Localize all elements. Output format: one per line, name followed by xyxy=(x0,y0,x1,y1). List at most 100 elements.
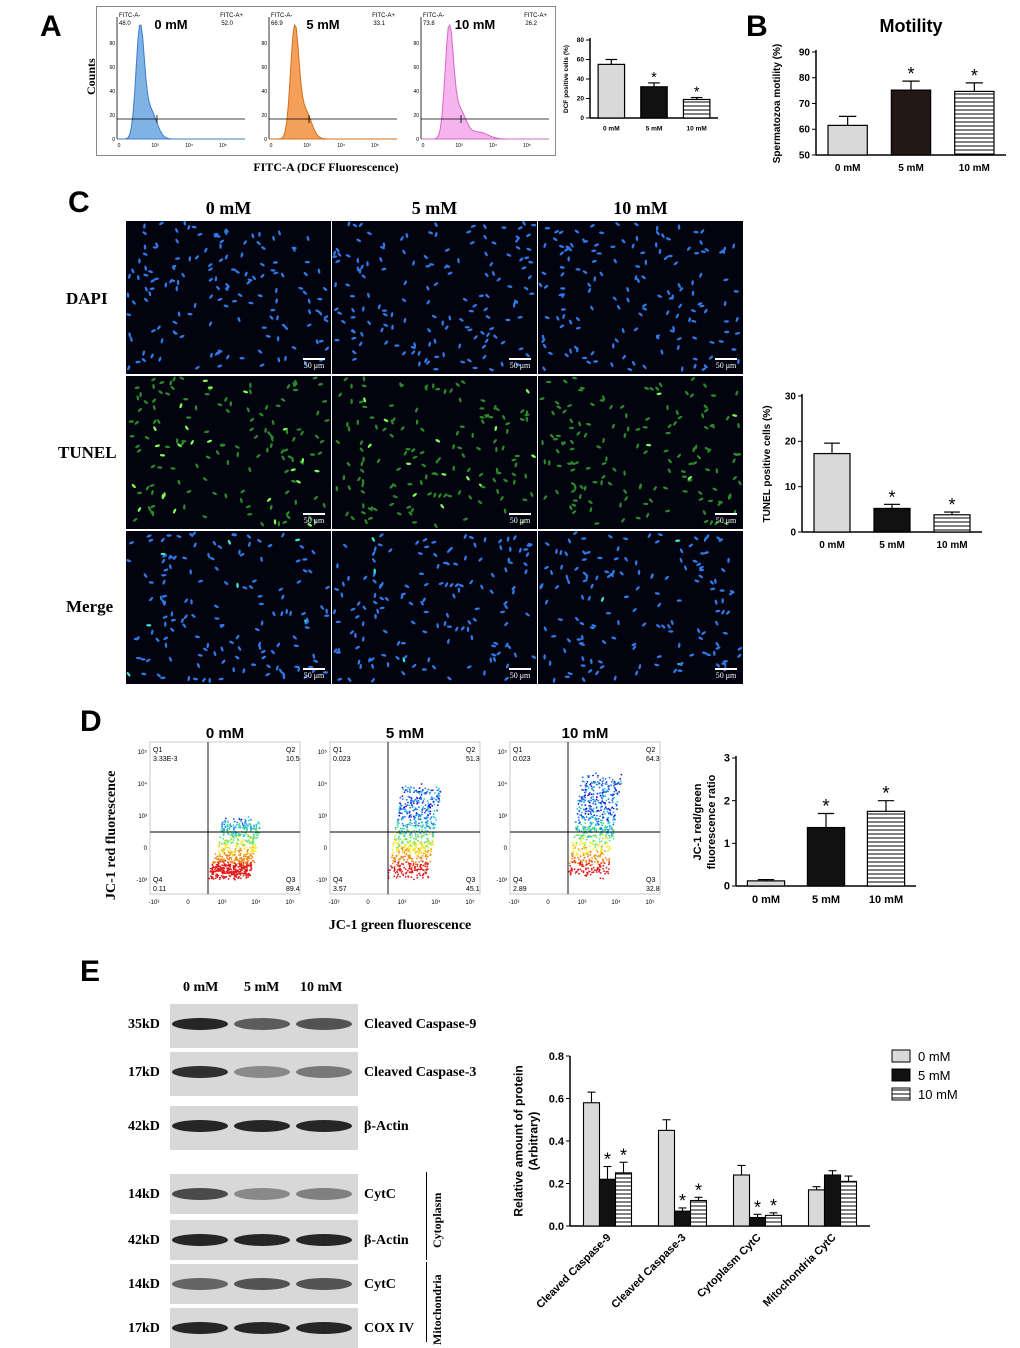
event-dot xyxy=(228,857,231,860)
nucleus xyxy=(590,583,594,589)
event-dot xyxy=(420,863,423,866)
event-dot xyxy=(402,788,405,791)
nucleus xyxy=(281,532,285,538)
nucleus xyxy=(635,670,639,676)
nucleus xyxy=(572,499,578,502)
nucleus xyxy=(164,282,168,288)
event-dot xyxy=(602,801,605,804)
event-dot xyxy=(229,824,231,827)
nucleus xyxy=(447,676,452,681)
nucleus xyxy=(525,353,530,358)
event-dot xyxy=(217,861,220,864)
event-dot xyxy=(575,842,578,844)
nucleus xyxy=(426,300,431,305)
nucleus xyxy=(219,239,224,244)
event-dot xyxy=(403,847,405,849)
event-dot xyxy=(606,841,609,844)
nucleus xyxy=(696,455,701,460)
event-dot xyxy=(414,867,416,870)
event-dot xyxy=(571,857,574,860)
protein-name-label: Cleaved Caspase-9 xyxy=(364,1017,477,1032)
nucleus xyxy=(249,417,255,422)
event-dot xyxy=(591,828,594,831)
nucleus xyxy=(545,542,550,546)
nucleus xyxy=(653,486,657,491)
nucleus xyxy=(567,404,573,408)
event-dot xyxy=(587,854,590,856)
event-dot xyxy=(598,865,601,868)
event-dot xyxy=(591,782,594,785)
event-dot xyxy=(599,872,602,874)
nucleus xyxy=(131,300,136,305)
event-dot xyxy=(420,868,423,871)
event-dot xyxy=(253,825,256,828)
nucleus xyxy=(166,534,172,537)
event-dot xyxy=(427,849,430,852)
event-dot xyxy=(245,852,247,855)
q1-value: 0.023 xyxy=(333,756,351,763)
event-dot xyxy=(430,821,432,823)
event-dot xyxy=(227,850,229,852)
nucleus xyxy=(468,495,473,500)
nucleus xyxy=(242,668,246,674)
event-dot xyxy=(401,870,403,873)
event-dot xyxy=(586,775,589,777)
event-dot xyxy=(256,832,259,834)
nucleus xyxy=(691,319,697,323)
nucleus xyxy=(392,495,398,499)
event-dot xyxy=(227,864,229,867)
nucleus xyxy=(495,446,498,453)
event-dot xyxy=(222,843,225,846)
event-dot xyxy=(602,877,604,880)
event-dot xyxy=(591,861,593,864)
legend-label: 0 mM xyxy=(918,1049,951,1064)
event-dot xyxy=(416,824,419,827)
nucleus xyxy=(266,664,271,669)
blot-band xyxy=(172,1322,228,1334)
nucleus xyxy=(269,442,273,449)
nucleus xyxy=(519,257,524,262)
nucleus xyxy=(689,393,694,398)
nucleus xyxy=(698,636,704,640)
event-dot xyxy=(430,844,433,847)
event-dot xyxy=(603,808,606,810)
nucleus xyxy=(245,505,251,509)
nucleus xyxy=(308,309,311,315)
nucleus xyxy=(691,309,696,313)
event-dot xyxy=(583,844,586,847)
event-dot xyxy=(595,858,598,861)
event-dot xyxy=(241,826,244,829)
nucleus xyxy=(658,248,662,255)
nucleus xyxy=(499,545,503,551)
event-dot xyxy=(577,816,580,819)
event-dot xyxy=(587,850,589,853)
event-dot xyxy=(389,869,391,872)
event-dot xyxy=(424,827,426,829)
event-dot xyxy=(593,869,596,872)
nucleus xyxy=(579,621,585,626)
nucleus xyxy=(342,475,346,481)
event-dot xyxy=(221,869,224,872)
nucleus xyxy=(733,290,739,293)
nucleus xyxy=(559,324,565,329)
event-dot xyxy=(410,816,413,818)
event-dot xyxy=(232,841,234,844)
event-dot xyxy=(588,807,591,809)
nucleus xyxy=(400,236,404,241)
nucleus xyxy=(148,538,154,542)
event-dot xyxy=(241,823,244,826)
scale-bar-label: 50 μm xyxy=(715,516,737,525)
condition-label: 10 mM xyxy=(562,725,609,742)
event-dot xyxy=(587,810,590,812)
nucleus xyxy=(467,328,473,332)
nucleus xyxy=(183,504,186,510)
significance-star: * xyxy=(754,1197,761,1217)
nucleus xyxy=(386,662,390,668)
nucleus xyxy=(484,251,488,257)
nucleus xyxy=(564,551,568,557)
nucleus xyxy=(335,440,340,444)
event-dot xyxy=(419,874,422,877)
blot-strip xyxy=(170,1308,358,1348)
event-dot xyxy=(429,818,432,820)
panel-letter-a: A xyxy=(40,10,62,43)
